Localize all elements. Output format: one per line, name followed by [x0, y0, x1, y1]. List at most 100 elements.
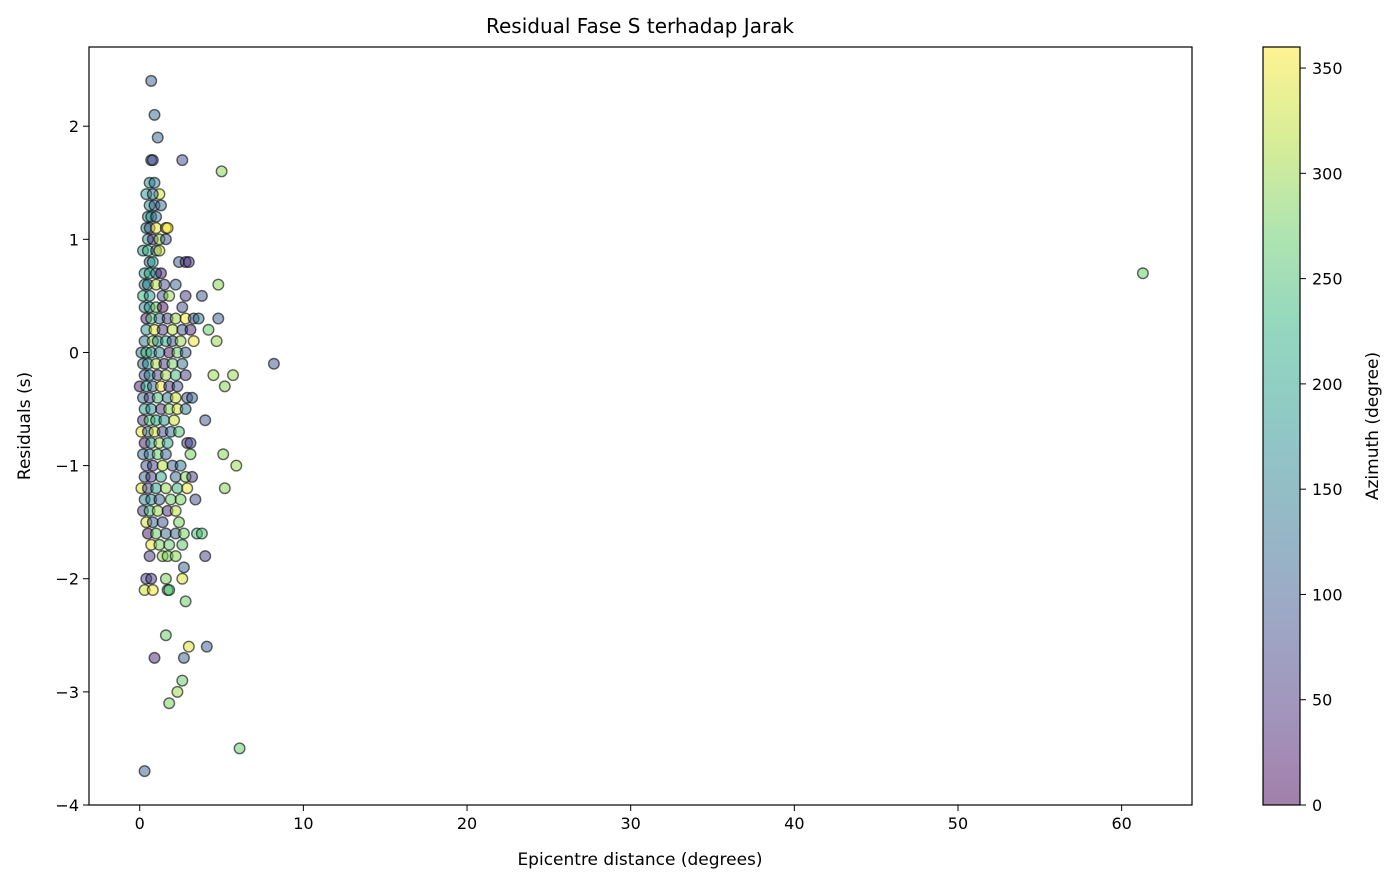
data-point: [145, 470, 158, 483]
chart-title: Residual Fase S terhadap Jarak: [486, 14, 794, 38]
data-point: [179, 289, 192, 302]
data-point: [177, 527, 190, 540]
data-point: [176, 674, 189, 687]
data-point: [154, 267, 167, 280]
colorbar-tick-label: 150: [1312, 480, 1343, 499]
data-point: [199, 550, 212, 563]
data-point: [161, 437, 174, 450]
data-point: [181, 482, 194, 495]
data-point: [171, 685, 184, 698]
plot-frame: [88, 46, 1193, 806]
data-point: [210, 335, 223, 348]
data-point: [195, 289, 208, 302]
y-tick-label: 0: [69, 343, 79, 362]
data-point: [176, 572, 189, 585]
x-tick-label: 60: [1111, 814, 1131, 833]
data-point: [184, 448, 197, 461]
colorbar-label: Azimuth (degree): [1363, 352, 1383, 500]
data-point: [195, 527, 208, 540]
data-point: [145, 572, 158, 585]
y-tick-label: −1: [55, 457, 79, 476]
data-point: [146, 584, 159, 597]
data-point: [159, 629, 172, 642]
data-point: [186, 470, 199, 483]
data-point: [145, 74, 158, 87]
data-point: [174, 459, 187, 472]
data-point: [159, 482, 172, 495]
colorbar-tick-label: 200: [1312, 375, 1343, 394]
data-point: [186, 391, 199, 404]
data-point: [146, 459, 159, 472]
x-tick-label: 0: [135, 814, 145, 833]
data-point: [153, 538, 166, 551]
data-point: [169, 470, 182, 483]
data-point: [159, 448, 172, 461]
data-point: [179, 346, 192, 359]
data-point: [172, 425, 185, 438]
x-tick-label: 40: [784, 814, 804, 833]
data-point: [156, 459, 169, 472]
data-point: [182, 640, 195, 653]
data-point: [1136, 267, 1149, 280]
y-tick-label: −2: [55, 570, 79, 589]
data-point: [156, 323, 169, 336]
data-point: [146, 154, 159, 167]
data-point: [163, 584, 176, 597]
data-point: [233, 742, 246, 755]
data-point: [159, 369, 172, 382]
x-tick-label: 30: [621, 814, 641, 833]
data-point: [146, 256, 159, 269]
colorbar-tick-label: 250: [1312, 270, 1343, 289]
data-point: [151, 504, 164, 517]
data-point: [226, 369, 239, 382]
data-point: [218, 380, 231, 393]
data-point: [176, 301, 189, 314]
x-axis-label: Epicentre distance (degrees): [517, 850, 762, 870]
y-tick-label: −3: [55, 683, 79, 702]
data-point: [192, 312, 205, 325]
data-point: [174, 493, 187, 506]
colorbar-tick-label: 0: [1312, 796, 1322, 815]
data-point: [218, 482, 231, 495]
data-point: [169, 504, 182, 517]
y-axis-ticks: −4 −3 −2 −1 0 1 2: [55, 117, 89, 815]
data-point: [151, 391, 164, 404]
data-point: [202, 323, 215, 336]
data-point: [176, 154, 189, 167]
data-point: [150, 527, 163, 540]
y-tick-label: 1: [69, 230, 79, 249]
data-point: [153, 244, 166, 257]
data-point: [151, 131, 164, 144]
x-tick-label: 50: [948, 814, 968, 833]
colorbar-ticks: 0 50 100 150 200 250 300 350: [1300, 59, 1343, 815]
data-point: [156, 516, 169, 529]
data-point: [199, 414, 212, 427]
data-point: [159, 233, 172, 246]
colorbar-tick-label: 100: [1312, 585, 1343, 604]
data-point: [154, 199, 167, 212]
data-point: [174, 335, 187, 348]
data-point: [169, 278, 182, 291]
data-point: [148, 108, 161, 121]
data-point: [148, 176, 161, 189]
data-point: [169, 550, 182, 563]
colorbar-tick-label: 50: [1312, 691, 1332, 710]
y-tick-label: −4: [55, 796, 79, 815]
data-point: [146, 516, 159, 529]
data-point: [148, 651, 161, 664]
data-point: [163, 289, 176, 302]
data-point: [177, 651, 190, 664]
data-point: [184, 437, 197, 450]
data-point: [200, 640, 213, 653]
data-point: [182, 256, 195, 269]
colorbar-tick-label: 350: [1312, 59, 1343, 78]
data-point: [159, 572, 172, 585]
data-point: [172, 516, 185, 529]
data-point: [176, 357, 189, 370]
data-point: [169, 369, 182, 382]
data-point: [145, 403, 158, 416]
data-point: [267, 357, 280, 370]
x-tick-label: 10: [293, 814, 313, 833]
data-point: [166, 357, 179, 370]
